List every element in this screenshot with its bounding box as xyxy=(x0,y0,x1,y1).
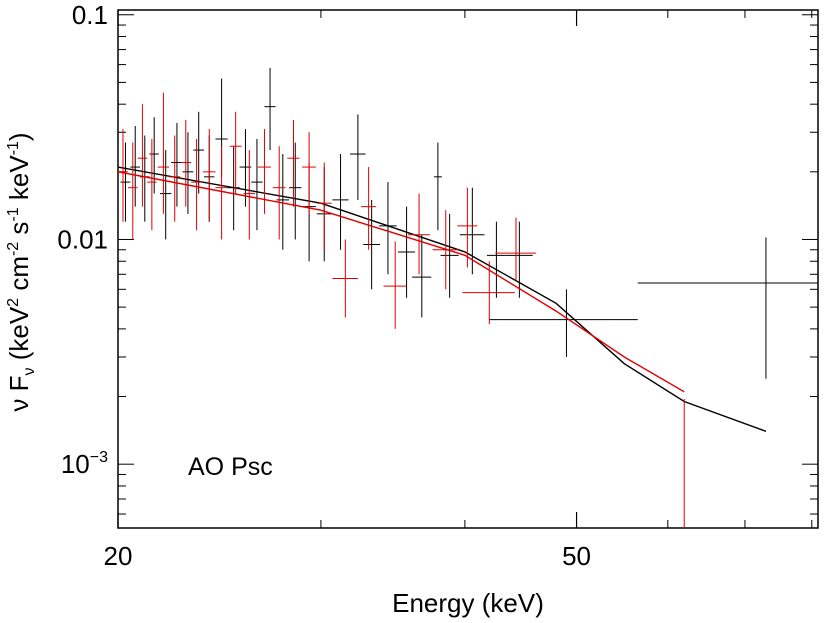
y-label-kev: keV xyxy=(4,155,34,208)
y-label-close: ) xyxy=(4,132,34,141)
tick-labels: 20 50 0.1 0.01 10−3 xyxy=(57,0,591,571)
axis-ticks xyxy=(117,10,818,528)
plot-frame xyxy=(117,9,819,529)
y-axis-label: ν Fν (keV2 cm-2 s-1 keV-1) xyxy=(4,132,38,411)
y-tick-exponent: −3 xyxy=(90,449,108,466)
y-tick-label: 10−3 xyxy=(61,449,108,479)
y-label-nu: ν F xyxy=(4,376,34,412)
y-label-sup-neg2: -2 xyxy=(5,242,22,256)
x-tick-label: 50 xyxy=(562,541,591,571)
annotation-label: AO Psc xyxy=(188,453,273,481)
y-tick-base: 10 xyxy=(61,449,90,479)
y-label-units-open: (keV xyxy=(4,306,34,367)
y-tick-label: 0.01 xyxy=(57,224,108,254)
model-line xyxy=(117,166,767,432)
series-black xyxy=(117,67,818,432)
y-label-sup-neg1a: -1 xyxy=(5,207,22,221)
x-axis-label: Energy (keV) xyxy=(392,588,544,618)
x-tick-label: 20 xyxy=(104,541,133,571)
model-line xyxy=(117,171,685,393)
data-layer xyxy=(117,67,818,528)
y-label-sup2: 2 xyxy=(5,298,22,307)
series-red xyxy=(117,92,685,528)
y-tick-label: 0.1 xyxy=(72,0,108,30)
y-label-s: s xyxy=(4,222,34,242)
y-label-sup-neg1b: -1 xyxy=(5,141,22,155)
y-label-cm: cm xyxy=(4,256,34,298)
y-label-nu-sub: ν xyxy=(21,368,38,376)
